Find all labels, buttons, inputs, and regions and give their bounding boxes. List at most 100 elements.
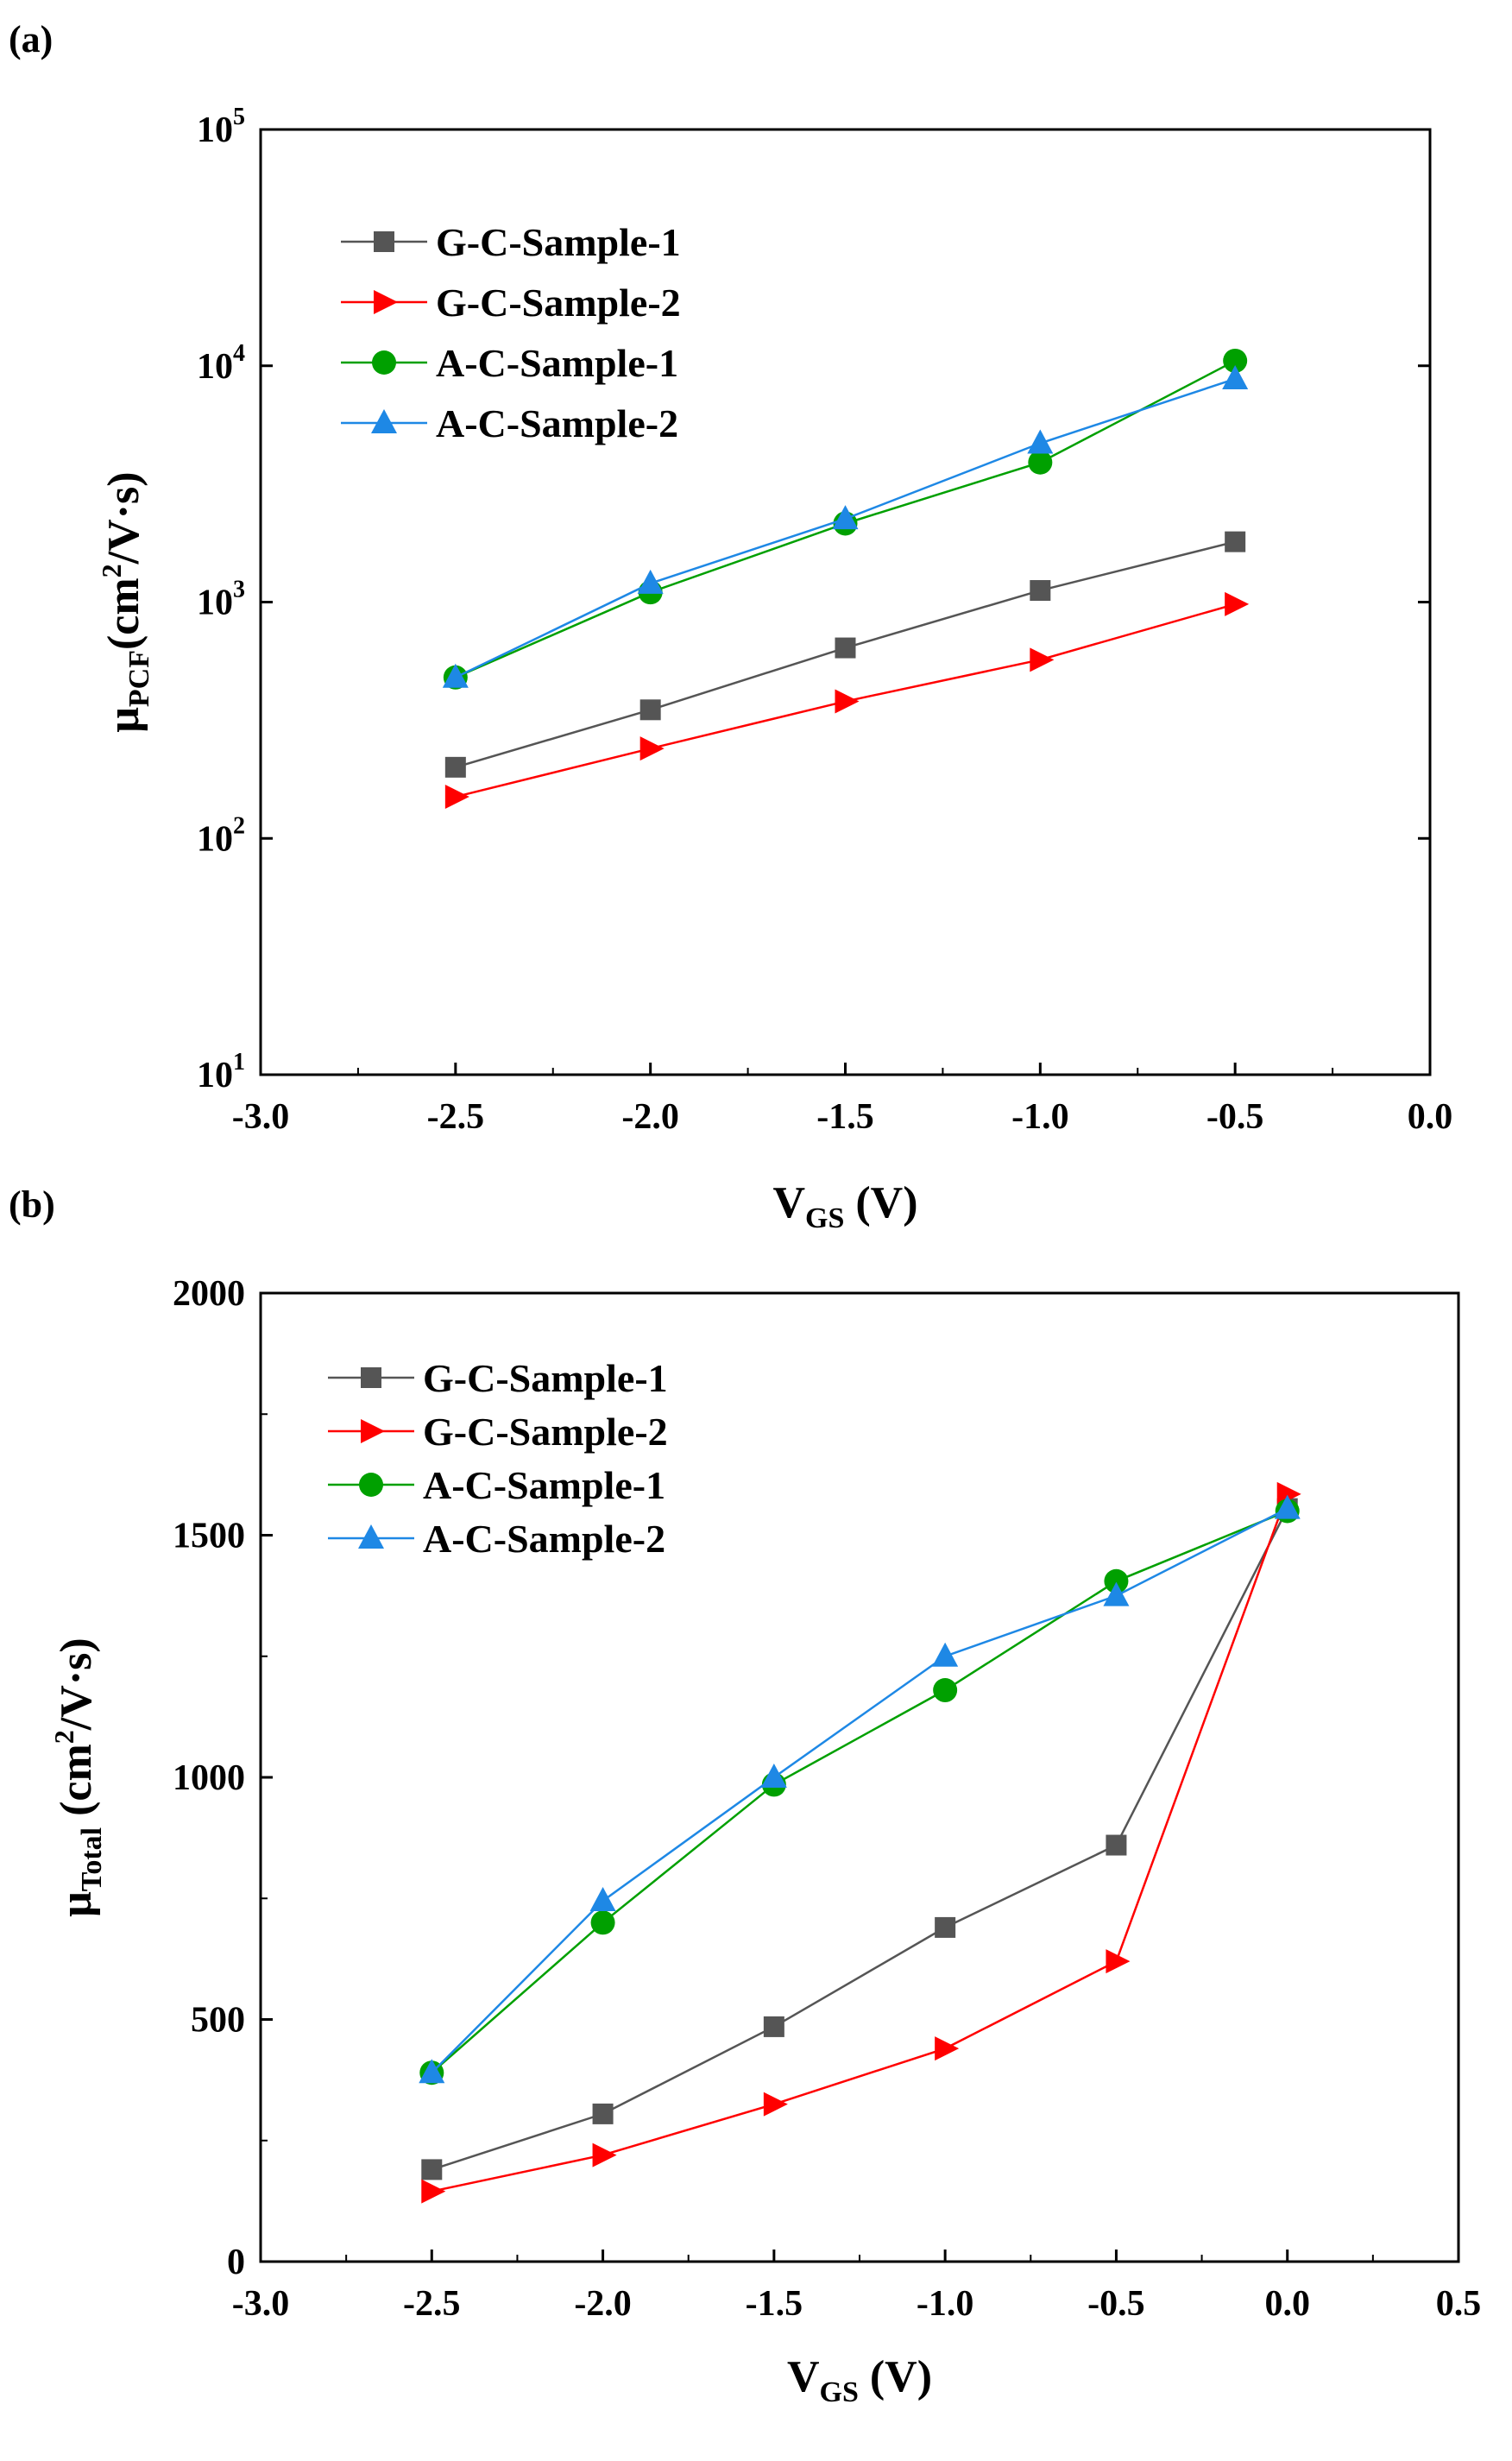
y-tick-label: 1000 <box>173 1758 245 1798</box>
data-point <box>832 505 859 530</box>
panel-label: (b) <box>9 1183 55 1226</box>
data-point <box>1274 1494 1301 1519</box>
legend-item: A-C-Sample-1 <box>341 341 678 385</box>
legend-item: G-C-Sample-2 <box>341 281 681 325</box>
data-point <box>592 2103 614 2124</box>
series-a-c-sample-2 <box>419 1494 1301 2084</box>
legend-label: G-C-Sample-1 <box>423 1356 668 1400</box>
data-point <box>935 2036 960 2061</box>
legend-marker <box>372 350 396 375</box>
data-point <box>1223 348 1248 373</box>
series-a-c-sample-2 <box>442 364 1249 688</box>
data-point <box>421 2179 446 2204</box>
series-g-c-sample-1 <box>444 531 1246 778</box>
data-point <box>1027 429 1054 454</box>
y-axis-title: μPCF(cm2/V·s) <box>96 471 155 732</box>
legend-item: G-C-Sample-1 <box>341 220 681 264</box>
series-line <box>431 1507 1288 2074</box>
x-tick-label: -1.5 <box>746 2284 803 2324</box>
x-tick-label: 0.5 <box>1436 2284 1482 2324</box>
x-tick-label: -0.5 <box>1206 1097 1264 1137</box>
legend-label: G-C-Sample-2 <box>436 281 681 325</box>
data-point <box>1106 1949 1131 1974</box>
plot-frame <box>259 128 1432 1076</box>
series-line <box>432 1493 1288 2193</box>
y-tick-label: 2000 <box>173 1274 245 1314</box>
legend-label: A-C-Sample-2 <box>423 1517 665 1561</box>
legend-item: A-C-Sample-2 <box>328 1517 665 1561</box>
data-point <box>637 569 664 594</box>
legend-marker <box>359 1473 383 1497</box>
x-tick-label: -3.0 <box>232 1097 290 1137</box>
data-point <box>1106 1834 1127 1856</box>
x-axis-title: VGS (V) <box>787 2352 932 2408</box>
panel-label: (a) <box>9 18 53 60</box>
series-g-c-sample-2 <box>444 591 1250 810</box>
x-tick-label: -2.5 <box>427 1097 485 1137</box>
x-tick-label: -2.0 <box>574 2284 632 2324</box>
series-line <box>431 1510 1288 2074</box>
data-point <box>1225 591 1250 616</box>
x-tick-label: 0.0 <box>1264 2284 1310 2324</box>
data-point <box>763 2092 788 2117</box>
data-point <box>1222 364 1249 389</box>
data-point <box>1030 580 1051 602</box>
y-tick-label: 103 <box>197 577 245 623</box>
legend-marker <box>361 1367 381 1388</box>
data-point <box>444 785 469 810</box>
legend-marker <box>371 409 397 433</box>
data-point <box>639 736 665 761</box>
x-tick-label: -1.0 <box>917 2284 974 2324</box>
data-point <box>1104 1568 1129 1593</box>
data-point <box>590 1910 615 1935</box>
legend: G-C-Sample-1 G-C-Sample-2 A-C-Sample-1 A-C-… <box>341 220 681 445</box>
data-point <box>589 1887 616 1912</box>
data-point <box>835 637 856 659</box>
data-point <box>444 756 466 778</box>
y-axis-title: μTotal (cm2/V·s) <box>48 1638 108 1916</box>
y-tick-label: 102 <box>197 812 245 859</box>
legend-label: G-C-Sample-2 <box>423 1410 668 1454</box>
legend: G-C-Sample-1 G-C-Sample-2 A-C-Sample-1 A-C-… <box>328 1356 668 1561</box>
x-tick-label: -3.0 <box>232 2284 290 2324</box>
x-tick-label: -2.0 <box>621 1097 679 1137</box>
x-tick-label: -2.5 <box>403 2284 461 2324</box>
legend-marker <box>358 1524 384 1549</box>
data-point <box>835 689 860 714</box>
y-tick-label: 0 <box>227 2243 245 2282</box>
legend-label: A-C-Sample-1 <box>436 341 678 385</box>
legend-marker <box>374 231 394 252</box>
y-tick-label: 105 <box>197 104 245 150</box>
data-point <box>1028 450 1053 475</box>
legend-label: A-C-Sample-2 <box>436 401 678 445</box>
series-a-c-sample-1 <box>419 1499 1300 2086</box>
x-axis-title: VGS (V) <box>772 1178 917 1234</box>
y-tick-label: 101 <box>197 1049 245 1095</box>
data-point <box>763 2016 784 2037</box>
legend-item: G-C-Sample-2 <box>328 1410 668 1454</box>
legend-item: A-C-Sample-1 <box>328 1463 665 1507</box>
data-point <box>592 2142 617 2168</box>
data-point <box>935 1916 956 1938</box>
data-point <box>932 1642 959 1667</box>
x-tick-label: 0.0 <box>1408 1097 1453 1137</box>
series-line <box>431 1508 1288 2171</box>
x-tick-label: -0.5 <box>1087 2284 1145 2324</box>
panel-a: (a) -3.0 -2.5 -2.0 -1.5 -1.0 -0.5 0.0 101 102 103 1… <box>9 18 1452 1234</box>
legend-marker <box>361 1419 385 1443</box>
y-tick-label: 104 <box>197 340 245 387</box>
data-point <box>1030 647 1055 672</box>
y-tick-label: 1500 <box>173 1517 245 1556</box>
data-point <box>639 699 661 721</box>
panel-b: (b) -3.0 -2.5 -2.0 -1.5 -1.0 -0.5 0.0 0.5 0 500 100… <box>9 1183 1481 2408</box>
legend-item: A-C-Sample-2 <box>341 401 678 445</box>
series-g-c-sample-2 <box>421 1481 1301 2204</box>
data-point <box>421 2159 443 2180</box>
data-point <box>419 2059 445 2084</box>
data-point <box>1225 531 1246 552</box>
legend-label: G-C-Sample-1 <box>436 220 681 264</box>
data-point <box>933 1678 958 1703</box>
x-tick-label: -1.0 <box>1011 1097 1069 1137</box>
data-point <box>760 1764 787 1788</box>
